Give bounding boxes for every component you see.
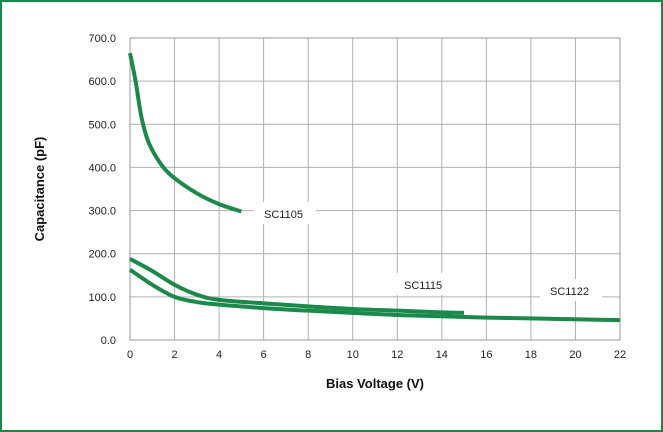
y-tick-label: 700.0 xyxy=(88,33,116,45)
series-label-background xyxy=(394,273,456,295)
x-tick-label: 8 xyxy=(305,349,311,361)
x-tick-label: 16 xyxy=(480,349,492,361)
series-labels: SC1105 SC1115 SC1122 xyxy=(254,202,602,301)
series-label-sc1115: SC1115 xyxy=(404,280,442,292)
y-tick-label: 500.0 xyxy=(88,119,116,131)
x-tick-label: 0 xyxy=(127,349,133,361)
series-lines xyxy=(128,52,621,323)
x-tick-label: 18 xyxy=(525,349,537,361)
y-tick-label: 100.0 xyxy=(88,292,116,304)
x-tick-label: 10 xyxy=(347,349,359,361)
y-tick-label: 0.0 xyxy=(101,335,116,347)
series-line-sc1122 xyxy=(128,268,621,323)
y-tick-label: 600.0 xyxy=(88,76,116,88)
series-label-sc1105: SC1105 xyxy=(264,209,303,221)
x-tick-label: 22 xyxy=(614,349,626,361)
y-tick-labels: 0.0 100.0 200.0 300.0 400.0 500.0 600.0 700.0 xyxy=(88,33,116,347)
series-line-sc1105 xyxy=(128,52,242,214)
y-tick-label: 200.0 xyxy=(88,249,116,261)
x-axis-title: Bias Voltage (V) xyxy=(326,376,424,391)
x-tick-label: 2 xyxy=(171,349,177,361)
series-label-background xyxy=(540,279,602,301)
x-tick-label: 12 xyxy=(391,349,403,361)
y-axis-title: Capacitance (pF) xyxy=(32,137,47,242)
series-line-sc1115 xyxy=(129,257,465,315)
series-label-sc1122: SC1122 xyxy=(550,286,589,298)
x-tick-label: 20 xyxy=(569,349,581,361)
plot-border xyxy=(129,37,621,341)
x-tick-labels: 0 2 4 6 8 10 12 14 16 18 20 22 xyxy=(127,349,626,361)
y-tick-label: 300.0 xyxy=(88,206,116,218)
x-tick-label: 6 xyxy=(261,349,267,361)
x-tick-label: 4 xyxy=(216,349,222,361)
x-tick-label: 14 xyxy=(436,349,448,361)
series-label-background xyxy=(254,202,316,224)
y-tick-label: 400.0 xyxy=(88,162,116,174)
